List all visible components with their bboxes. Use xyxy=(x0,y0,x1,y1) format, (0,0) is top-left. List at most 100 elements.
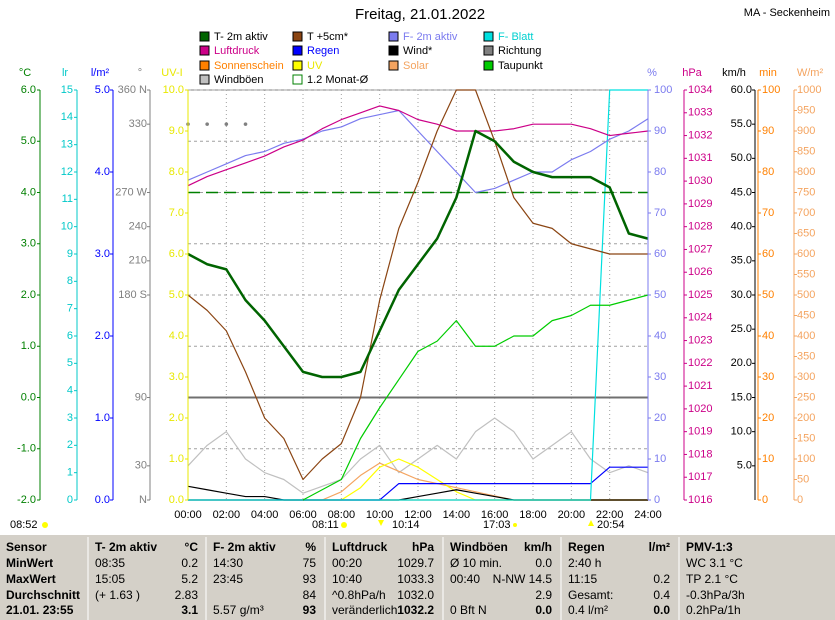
legend-label: 1.2 Monat-Ø xyxy=(307,74,369,86)
y-tick-label: 10 xyxy=(654,453,666,465)
table-cell: Sensor xyxy=(6,540,47,554)
y-tick-label: 4 xyxy=(67,385,73,397)
series-line xyxy=(302,294,649,501)
table-separators xyxy=(87,537,680,620)
x-tick-label: 14:00 xyxy=(443,509,471,521)
y-tick-label: 10.0 xyxy=(731,426,752,438)
y-tick-label: 10.0 xyxy=(163,84,184,96)
y-tick-label: 1000 xyxy=(797,84,821,96)
table-cell: l/m² xyxy=(649,540,670,554)
y-tick-label: 300 xyxy=(797,371,815,383)
legend-swatch xyxy=(199,74,210,85)
legend-swatch xyxy=(388,45,399,56)
y-tick-label: 0.0 xyxy=(21,391,36,403)
y-tick-label: 14 xyxy=(61,111,73,123)
table-cell: WC 3.1 °C xyxy=(686,556,743,570)
y-tick-label: 5.0 xyxy=(737,460,752,472)
y-tick-label: 2.0 xyxy=(95,330,110,342)
table-cell: Luftdruck xyxy=(332,540,388,554)
table-cell: 93 xyxy=(303,572,317,586)
legend-label: Wind* xyxy=(403,45,433,57)
legend-swatch xyxy=(199,45,210,56)
table-cell: 5.2 xyxy=(181,572,198,586)
table-cell: PMV-1:3 xyxy=(686,540,733,554)
y-tick-label: 10 xyxy=(762,453,774,465)
legend-label: Richtung xyxy=(498,45,541,57)
y-tick-label: 1031 xyxy=(688,152,712,164)
table-cell: Durchschnitt xyxy=(6,588,80,602)
table-background xyxy=(0,535,835,620)
y-tick-label: 0 xyxy=(67,494,73,506)
series-line xyxy=(187,129,649,379)
y-tick-label: 1034 xyxy=(688,84,712,96)
table-cell: Ø 10 min. xyxy=(450,556,502,570)
y-tick-label: 650 xyxy=(797,227,815,239)
y-tick-label: 8.0 xyxy=(169,166,184,178)
y-tick-label: 5.0 xyxy=(169,289,184,301)
y-tick-label: 3.0 xyxy=(21,238,36,250)
y-tick-label: 1028 xyxy=(688,221,712,233)
y-tick-label: 850 xyxy=(797,145,815,157)
y-tick-label: 400 xyxy=(797,330,815,342)
y-tick-label: 30.0 xyxy=(731,289,752,301)
y-tick-label: 1 xyxy=(67,467,73,479)
legend-swatch xyxy=(292,31,303,42)
table-cell: 84 xyxy=(303,588,317,602)
y-tick-label: -1.0 xyxy=(17,443,36,455)
x-tick-label: 08:00 xyxy=(328,509,356,521)
x-tick-label: 16:00 xyxy=(481,509,509,521)
table-cell: km/h xyxy=(524,540,552,554)
legend-swatch xyxy=(199,60,210,71)
y-tick-label: 200 xyxy=(797,412,815,424)
table-cell: MinWert xyxy=(6,556,53,570)
y-tick-label: 240 xyxy=(129,221,147,233)
legend-label: T +5cm* xyxy=(307,31,349,43)
y-tick-label: 1.0 xyxy=(95,412,110,424)
y-tick-label: 0 xyxy=(762,494,768,506)
y-tick-label: 11 xyxy=(62,193,73,205)
y-tick-label: 8 xyxy=(67,275,73,287)
legend-label: Luftdruck xyxy=(214,45,260,57)
y-tick-label: 6.0 xyxy=(21,84,36,96)
y-tick-label: 70 xyxy=(654,207,666,219)
axis-title: min xyxy=(759,67,777,79)
y-tick-label: 70 xyxy=(762,207,774,219)
y-tick-label: 1025 xyxy=(688,289,712,301)
table-cell: -0.3hPa/3h xyxy=(686,588,745,602)
table-cell: Regen xyxy=(568,540,605,554)
table-cell: °C xyxy=(185,540,199,554)
y-tick-label: 210 xyxy=(129,255,147,267)
x-tick-label: 20:00 xyxy=(558,509,586,521)
table-cell: ^0.8hPa/h xyxy=(332,588,386,602)
y-tick-label: 950 xyxy=(797,104,815,116)
y-tick-label: 80 xyxy=(654,166,666,178)
y-tick-label: 80 xyxy=(762,166,774,178)
y-tick-label: 4.0 xyxy=(21,186,36,198)
y-tick-label: 4.0 xyxy=(95,166,110,178)
y-tick-label: 40 xyxy=(762,330,774,342)
y-tick-label: 5.0 xyxy=(21,135,36,147)
y-tick-label: 50 xyxy=(762,289,774,301)
legend-swatch xyxy=(388,60,399,71)
table-cell: TP 2.1 °C xyxy=(686,572,738,586)
legend-label: T- 2m aktiv xyxy=(214,31,268,43)
y-tick-label: 15 xyxy=(61,84,73,96)
table-cell: 15:05 xyxy=(95,572,125,586)
y-tick-label: 20 xyxy=(762,412,774,424)
y-tick-label: 30 xyxy=(135,460,147,472)
y-tick-label: 45.0 xyxy=(731,186,752,198)
x-tick-label: 24:00 xyxy=(634,509,662,521)
legend-label: UV xyxy=(307,60,323,72)
axis-title: °C xyxy=(19,67,31,79)
y-tick-label: 1033 xyxy=(688,107,712,119)
table-cell: veränderlich xyxy=(332,603,397,617)
grid xyxy=(187,89,649,501)
series-line xyxy=(187,89,648,481)
table-cell: 75 xyxy=(303,556,317,570)
table-cell: T- 2m aktiv xyxy=(95,540,157,554)
y-tick-label: 270 W xyxy=(115,186,147,198)
series-layer xyxy=(186,89,649,501)
y-tick-label: 0 xyxy=(654,494,660,506)
